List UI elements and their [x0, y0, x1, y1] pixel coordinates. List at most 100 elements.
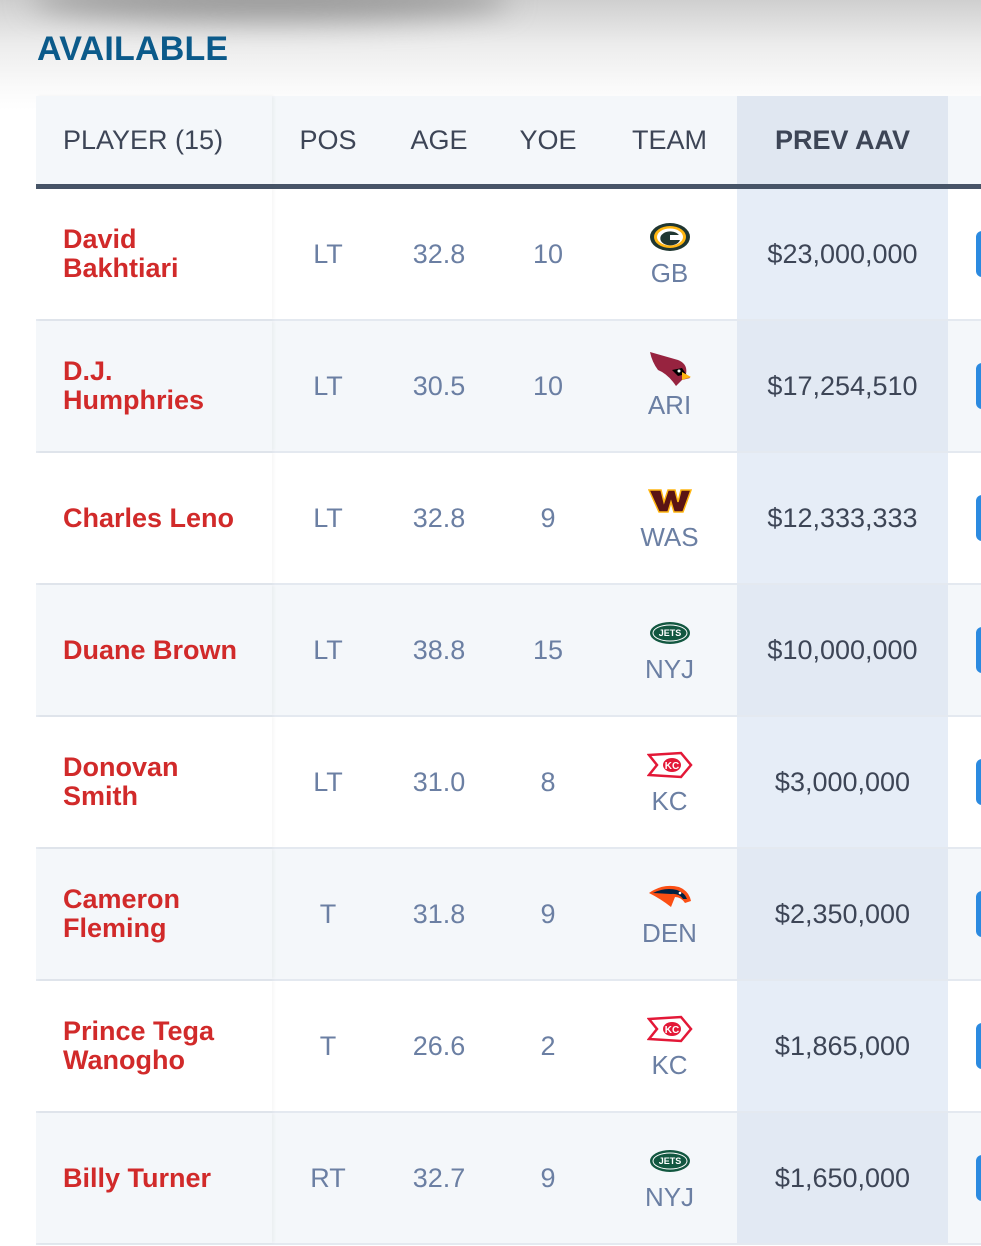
prev-aav: $10,000,000: [737, 585, 948, 715]
action-cell: [948, 585, 981, 715]
years-of-experience: 9: [540, 1162, 556, 1193]
player-last-name: Fleming: [63, 913, 167, 943]
table-row: Billy Turner RT 32.7 9 JETS NYJ $1,650,000: [36, 1113, 981, 1245]
team-abbr: NYJ: [644, 653, 695, 684]
prev-aav: $23,000,000: [737, 189, 948, 319]
years-of-experience: 8: [540, 766, 556, 797]
svg-text:KC: KC: [664, 761, 678, 772]
row-action-button[interactable]: [976, 1155, 981, 1201]
team-abbr: GB: [650, 257, 689, 288]
player-first-name: Cameron: [63, 884, 181, 914]
broncos-logo-icon: [647, 880, 693, 914]
table-row: Donovan Smith LT 31.0 8 KC KC $3,000,000: [36, 717, 981, 849]
row-action-button[interactable]: [976, 1023, 981, 1069]
action-cell: [948, 1113, 981, 1243]
team-abbr: WAS: [640, 521, 699, 552]
table-row: Duane Brown LT 38.8 15 JETS NYJ $10,000,000: [36, 585, 981, 717]
prev-aav: $3,000,000: [737, 717, 948, 847]
years-of-experience: 10: [532, 370, 564, 401]
header-age[interactable]: AGE: [410, 124, 468, 155]
row-action-button[interactable]: [976, 363, 981, 409]
header-player[interactable]: PLAYER (15): [36, 96, 272, 184]
prev-aav: $17,254,510: [737, 321, 948, 451]
player-name-link[interactable]: Donovan Smith: [36, 717, 272, 847]
prev-aav: $2,350,000: [737, 849, 948, 979]
years-of-experience: 9: [540, 898, 556, 929]
team-abbr: KC: [651, 1049, 688, 1080]
player-last-name: Smith: [63, 781, 139, 811]
action-cell: [948, 321, 981, 451]
player-first-name: Billy Turner: [63, 1162, 212, 1193]
chiefs-logo-icon: KC: [646, 1012, 693, 1046]
action-cell: [948, 849, 981, 979]
svg-text:JETS: JETS: [658, 628, 681, 638]
table-row: D.J. Humphries LT 30.5 10 ARI $17,254,510: [36, 321, 981, 453]
age: 32.7: [412, 1162, 466, 1193]
team-abbr: KC: [651, 785, 688, 816]
player-name-link[interactable]: Charles Leno: [36, 453, 272, 583]
row-action-button[interactable]: [976, 495, 981, 541]
age: 26.6: [412, 1030, 466, 1061]
svg-text:JETS: JETS: [658, 1156, 681, 1166]
player-last-name: Wanogho: [63, 1045, 185, 1075]
cardinals-logo-icon: [648, 351, 692, 386]
action-cell: [948, 981, 981, 1111]
jets-logo-icon: JETS: [648, 616, 692, 650]
packers-logo-icon: [649, 220, 691, 254]
team-abbr: NYJ: [644, 1181, 695, 1212]
table-row: Cameron Fleming T 31.8 9 DEN $2,350,000: [36, 849, 981, 981]
team: DEN: [602, 849, 737, 979]
prev-aav: $1,865,000: [737, 981, 948, 1111]
team: ARI: [602, 321, 737, 451]
position: T: [319, 898, 337, 929]
player-name-link[interactable]: Duane Brown: [36, 585, 272, 715]
action-cell: [948, 189, 981, 319]
header-yoe[interactable]: YOE: [519, 124, 577, 155]
team: JETS NYJ: [602, 1113, 737, 1243]
header-pos[interactable]: POS: [299, 124, 357, 155]
years-of-experience: 2: [540, 1030, 556, 1061]
team: KC KC: [602, 981, 737, 1111]
player-name-link[interactable]: Cameron Fleming: [36, 849, 272, 979]
table-row: Prince Tega Wanogho T 26.6 2 KC KC $1,865,000: [36, 981, 981, 1113]
position: LT: [313, 370, 343, 401]
chiefs-logo-icon: KC: [646, 748, 693, 782]
jets-logo-icon: JETS: [648, 1144, 692, 1178]
player-name-link[interactable]: Billy Turner: [36, 1113, 272, 1243]
header-team[interactable]: TEAM: [631, 124, 707, 155]
position: LT: [313, 502, 343, 533]
years-of-experience: 9: [540, 502, 556, 533]
player-name-link[interactable]: D.J. Humphries: [36, 321, 272, 451]
position: T: [319, 1030, 337, 1061]
team: GB: [602, 189, 737, 319]
players-table: PLAYER (15) POS AGE YOE TEAM PREV AAV Da…: [36, 96, 981, 1245]
player-name-link[interactable]: David Bakhtiari: [36, 189, 272, 319]
player-first-name: Duane Brown: [63, 634, 238, 665]
team: KC KC: [602, 717, 737, 847]
player-first-name: Prince Tega: [63, 1016, 215, 1046]
age: 31.0: [412, 766, 466, 797]
table-header: PLAYER (15) POS AGE YOE TEAM PREV AAV: [36, 96, 981, 189]
svg-text:KC: KC: [664, 1025, 678, 1036]
team-abbr: DEN: [642, 917, 697, 948]
years-of-experience: 10: [532, 238, 564, 269]
position: LT: [313, 634, 343, 665]
position: LT: [313, 238, 343, 269]
age: 38.8: [412, 634, 466, 665]
team: JETS NYJ: [602, 585, 737, 715]
player-first-name: Charles Leno: [63, 502, 235, 533]
row-action-button[interactable]: [976, 759, 981, 805]
years-of-experience: 15: [532, 634, 564, 665]
row-action-button[interactable]: [976, 891, 981, 937]
player-first-name: D.J.: [63, 356, 113, 386]
age: 32.8: [412, 238, 466, 269]
header-prev-aav[interactable]: PREV AAV: [737, 96, 948, 184]
commanders-logo-icon: [647, 484, 692, 518]
table-row: David Bakhtiari LT 32.8 10 GB $23,000,000: [36, 189, 981, 321]
action-cell: [948, 453, 981, 583]
row-action-button[interactable]: [976, 231, 981, 277]
action-cell: [948, 717, 981, 847]
row-action-button[interactable]: [976, 627, 981, 673]
player-name-link[interactable]: Prince Tega Wanogho: [36, 981, 272, 1111]
player-first-name: David: [63, 224, 137, 254]
